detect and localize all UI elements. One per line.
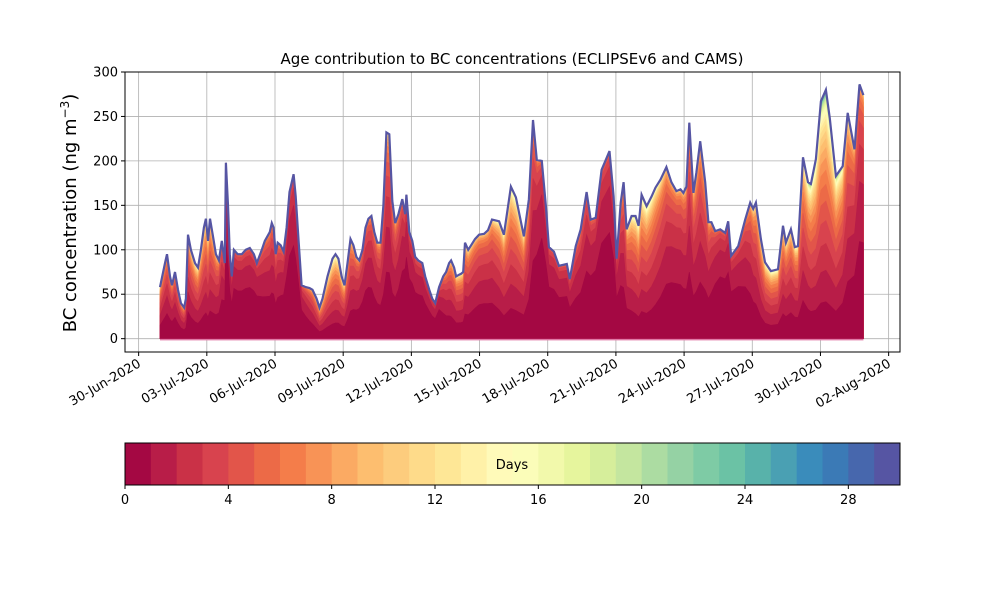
colorbar-tick-label: 4: [224, 493, 232, 508]
x-tick-label: 15-Jul-2020: [412, 356, 485, 407]
colorbar-segment: [331, 443, 358, 485]
y-tick-label: 50: [101, 288, 118, 303]
colorbar-segment: [615, 443, 643, 485]
colorbar-segment: [745, 443, 772, 485]
x-tick-label: 18-Jul-2020: [480, 356, 553, 407]
colorbar-segment: [254, 443, 281, 485]
colorbar-segment: [409, 443, 436, 485]
y-tick-label: 0: [110, 332, 118, 347]
colorbar-segment: [796, 443, 823, 485]
colorbar-segment: [512, 443, 539, 485]
colorbar-tick-label: 24: [737, 493, 754, 508]
colorbar-label: Days: [496, 458, 529, 473]
x-tick-label: 30-Jun-2020: [67, 356, 144, 409]
colorbar-segment: [719, 443, 746, 485]
colorbar-segment: [641, 443, 668, 485]
plot-frame: [124, 71, 901, 353]
colorbar-segment: [125, 443, 152, 485]
colorbar-segment: [357, 443, 384, 485]
colorbar-segment: [590, 443, 617, 485]
colorbar-segment: [228, 443, 255, 485]
age-layers: [158, 84, 865, 341]
colorbar-segment: [486, 443, 513, 485]
x-tick-label: 21-Jul-2020: [548, 356, 621, 407]
colorbar-tick-label: 8: [328, 493, 336, 508]
x-axis-ticks: 30-Jun-202003-Jul-202006-Jul-202009-Jul-…: [67, 352, 894, 412]
y-axis-label-main: BC concentration (ng m: [60, 118, 81, 332]
chart-title: Age contribution to BC concentrations (E…: [281, 50, 744, 68]
colorbar-tick-label: 20: [633, 493, 650, 508]
y-axis-label-close: ): [60, 94, 81, 101]
colorbar-segment: [176, 443, 203, 485]
x-tick-label: 09-Jul-2020: [275, 356, 348, 407]
y-tick-label: 200: [93, 154, 118, 169]
y-axis-label-exponent: −3: [58, 101, 72, 119]
colorbar-segment: [305, 443, 333, 485]
colorbar-tick-label: 28: [840, 493, 857, 508]
y-tick-label: 100: [93, 243, 118, 258]
colorbar-segment: [874, 443, 901, 485]
colorbar-segment: [822, 443, 849, 485]
y-tick-label: 150: [93, 199, 118, 214]
colorbar-segment: [435, 443, 462, 485]
colorbar-segment: [667, 443, 694, 485]
x-tick-label: 06-Jul-2020: [207, 356, 280, 407]
colorbar-segment: [460, 443, 488, 485]
colorbar-frame: [124, 442, 901, 486]
y-tick-label: 250: [93, 110, 118, 125]
colorbar: 0 4 8 12 16 20 24 28: [121, 442, 901, 508]
x-tick-label: 12-Jul-2020: [344, 356, 417, 407]
total-line: [158, 84, 865, 312]
colorbar-segment: [383, 443, 410, 485]
colorbar-segment: [693, 443, 720, 485]
x-tick-label: 24-Jul-2020: [616, 356, 689, 407]
colorbar-segment: [770, 443, 798, 485]
colorbar-segment: [564, 443, 591, 485]
x-tick-label: 27-Jul-2020: [684, 356, 757, 407]
y-axis-ticks: 0 50 100 150 200 250 300: [93, 66, 125, 347]
age-layer-0-1-days: [159, 231, 864, 340]
colorbar-segment: [202, 443, 229, 485]
colorbar-segment: [150, 443, 178, 485]
colorbar-segment: [848, 443, 875, 485]
colorbar-tick-label: 12: [427, 493, 444, 508]
y-axis-label: BC concentration (ng m−3): [58, 94, 81, 333]
y-tick-label: 300: [93, 66, 118, 81]
colorbar-segment: [280, 443, 307, 485]
x-tick-label: 03-Jul-2020: [139, 356, 212, 407]
colorbar-tick-label: 16: [530, 493, 547, 508]
x-tick-label: 02-Aug-2020: [813, 356, 893, 411]
colorbar-tick-label: 0: [121, 493, 129, 508]
colorbar-segment: [538, 443, 565, 485]
